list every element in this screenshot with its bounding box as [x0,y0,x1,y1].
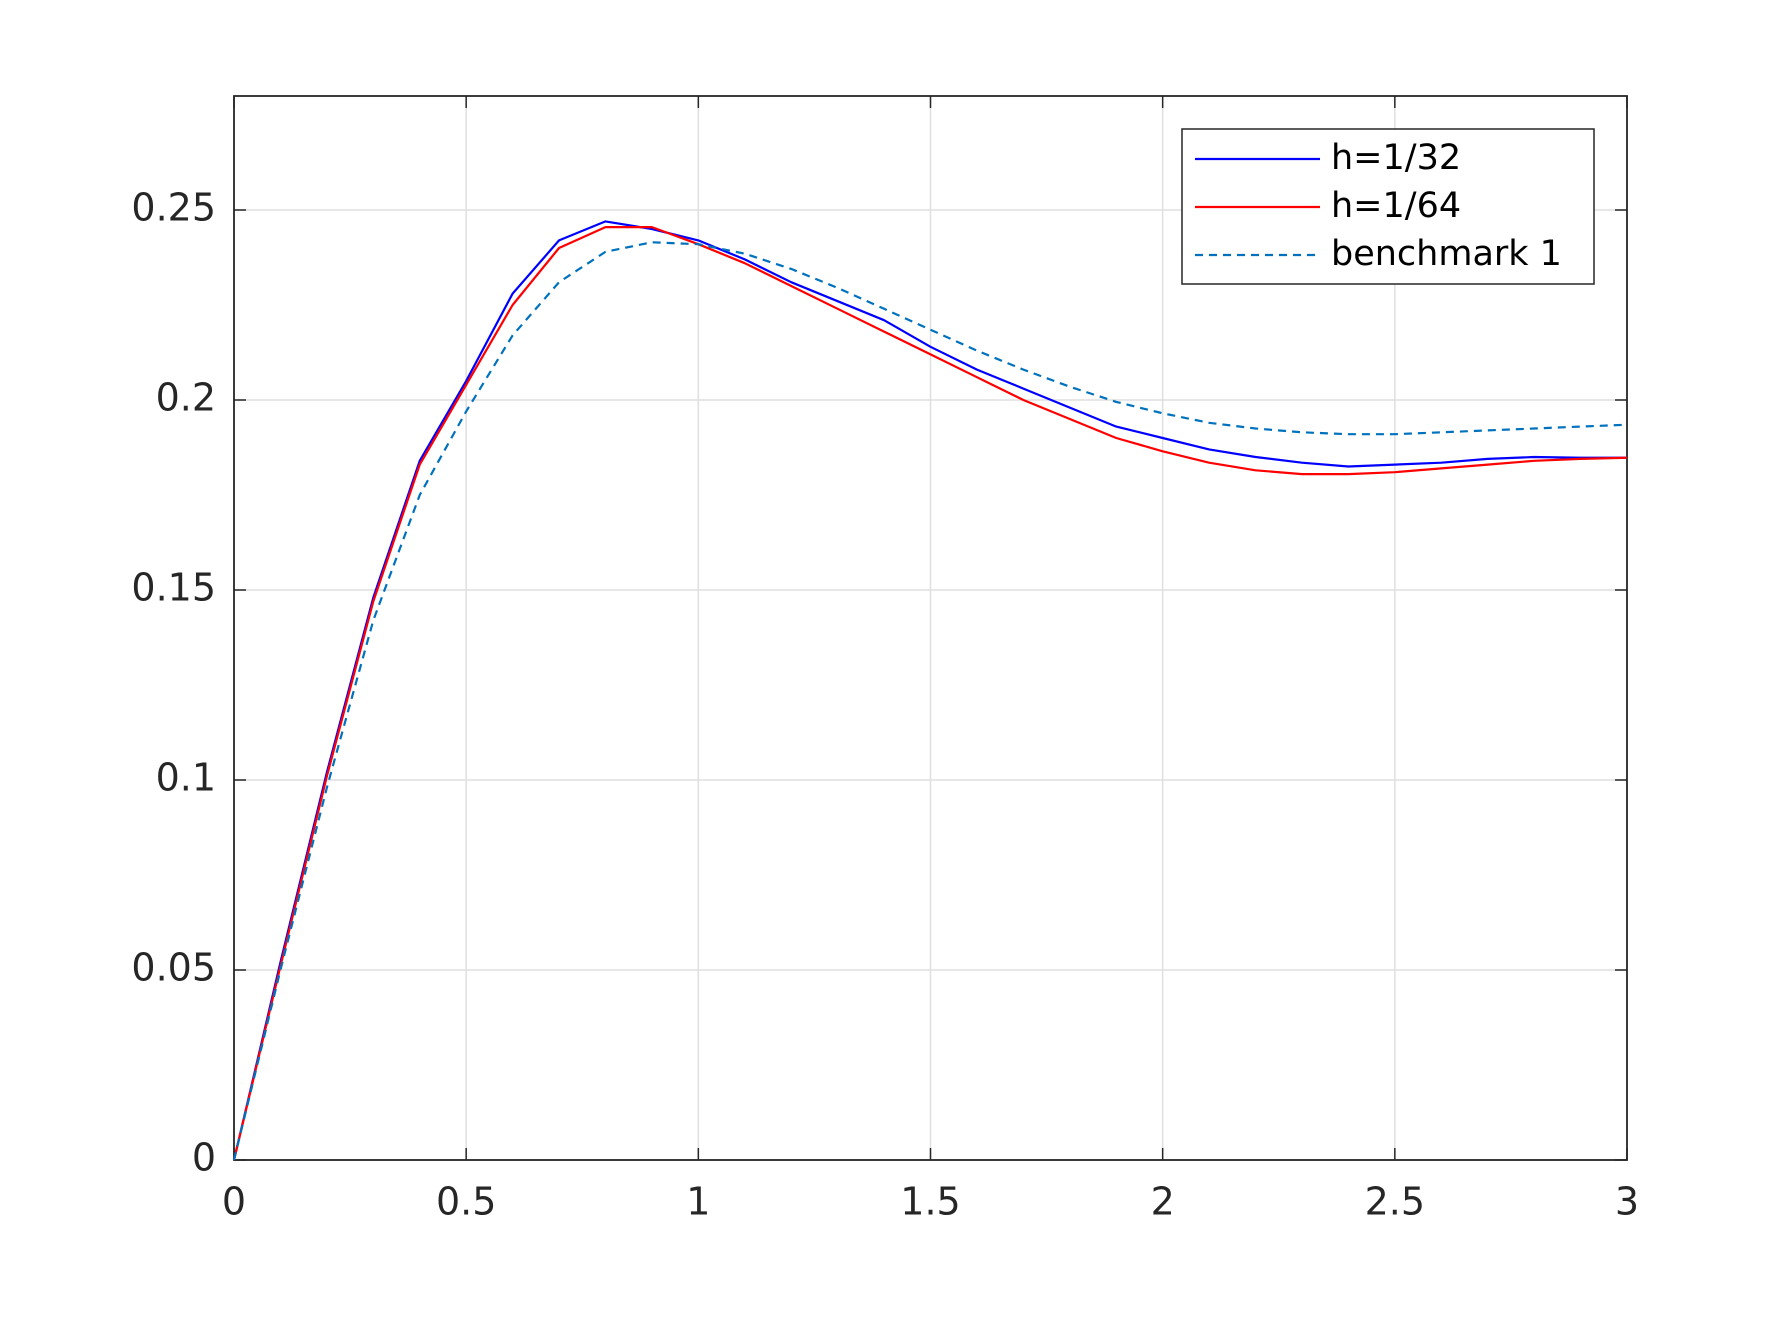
legend-label: h=1/64 [1331,186,1461,226]
x-tick-label: 2 [1151,1180,1175,1224]
y-tick-label: 0.05 [131,946,216,990]
plot-frame [233,95,1628,1161]
y-tick-label: 0.25 [131,186,216,230]
x-tick-label: 0.5 [436,1180,496,1224]
x-tick-label: 1 [686,1180,710,1224]
legend: h=1/32 h=1/64 benchmark 1 [1181,128,1595,285]
series-line [232,220,1627,1161]
legend-label: h=1/32 [1331,138,1461,178]
x-tick-label: 0 [222,1180,246,1224]
series-line [232,226,1628,1161]
y-tick-label: 0.15 [131,566,216,610]
y-tick-label: 0.1 [156,756,216,800]
y-tick-label: 0 [192,1136,216,1180]
x-tick-label: 3 [1615,1180,1639,1224]
x-tick-label: 1.5 [900,1180,960,1224]
x-tick-label: 2.5 [1365,1180,1425,1224]
series-line [232,241,1628,1161]
y-tick-label: 0.2 [156,376,216,420]
legend-label: benchmark 1 [1331,234,1562,274]
